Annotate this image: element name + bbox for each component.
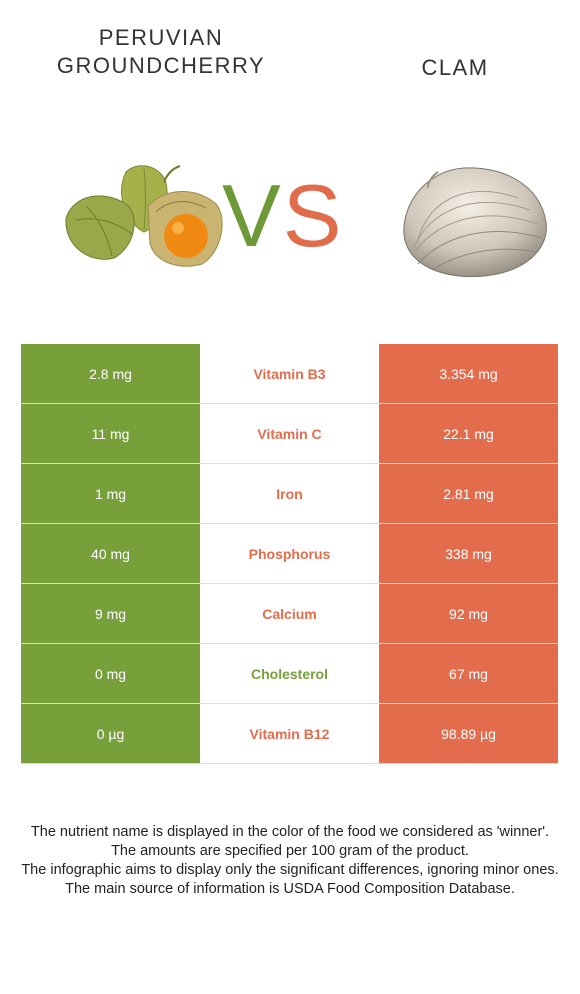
table-row: 2.8 mg Vitamin B3 3.354 mg bbox=[21, 344, 558, 404]
nutrient-comparison-table: 2.8 mg Vitamin B3 3.354 mg 11 mg Vitamin… bbox=[21, 344, 558, 764]
table-row: 1 mg Iron 2.81 mg bbox=[21, 464, 558, 524]
nutrient-name-cell: Phosphorus bbox=[200, 524, 379, 583]
right-value-cell: 67 mg bbox=[379, 644, 558, 703]
vs-letter-s: S bbox=[282, 166, 344, 265]
table-row: 40 mg Phosphorus 338 mg bbox=[21, 524, 558, 584]
nutrient-name-cell: Calcium bbox=[200, 584, 379, 643]
left-value-cell: 0 mg bbox=[21, 644, 200, 703]
table-row: 0 µg Vitamin B12 98.89 µg bbox=[21, 704, 558, 764]
left-value-cell: 1 mg bbox=[21, 464, 200, 523]
left-value-cell: 40 mg bbox=[21, 524, 200, 583]
clam-image bbox=[403, 167, 547, 278]
nutrient-name-cell: Vitamin B12 bbox=[200, 704, 379, 763]
left-value-cell: 11 mg bbox=[21, 404, 200, 463]
left-food-title-line1: PERUVIAN bbox=[98, 25, 224, 50]
table-row: 9 mg Calcium 92 mg bbox=[21, 584, 558, 644]
vs-label: VS bbox=[222, 168, 343, 264]
nutrient-name-cell: Cholesterol bbox=[200, 644, 379, 703]
left-value-cell: 2.8 mg bbox=[21, 344, 200, 403]
right-value-cell: 3.354 mg bbox=[379, 344, 558, 403]
nutrient-name-cell: Vitamin C bbox=[200, 404, 379, 463]
left-food-title-line2: GROUNDCHERRY bbox=[56, 53, 266, 78]
nutrient-name-cell: Vitamin B3 bbox=[200, 344, 379, 403]
footnote-differences: The infographic aims to display only the… bbox=[21, 862, 559, 878]
right-value-cell: 338 mg bbox=[379, 524, 558, 583]
footnote-winner-color: The nutrient name is displayed in the co… bbox=[30, 824, 550, 840]
table-row: 0 mg Cholesterol 67 mg bbox=[21, 644, 558, 704]
table-row: 11 mg Vitamin C 22.1 mg bbox=[21, 404, 558, 464]
nutrient-name-cell: Iron bbox=[200, 464, 379, 523]
footnotes: The nutrient name is displayed in the co… bbox=[20, 823, 560, 899]
right-value-cell: 98.89 µg bbox=[379, 704, 558, 763]
right-food-title: CLAM bbox=[421, 55, 489, 80]
peruvian-groundcherry-image bbox=[65, 165, 223, 267]
left-food-title: PERUVIAN GROUNDCHERRY bbox=[46, 24, 276, 80]
left-value-cell: 9 mg bbox=[21, 584, 200, 643]
right-value-cell: 92 mg bbox=[379, 584, 558, 643]
footnote-source: The main source of information is USDA F… bbox=[65, 881, 515, 897]
right-value-cell: 22.1 mg bbox=[379, 404, 558, 463]
vs-letter-v: V bbox=[222, 166, 283, 265]
right-value-cell: 2.81 mg bbox=[379, 464, 558, 523]
footnote-amounts: The amounts are specified per 100 gram o… bbox=[111, 843, 469, 859]
left-value-cell: 0 µg bbox=[21, 704, 200, 763]
